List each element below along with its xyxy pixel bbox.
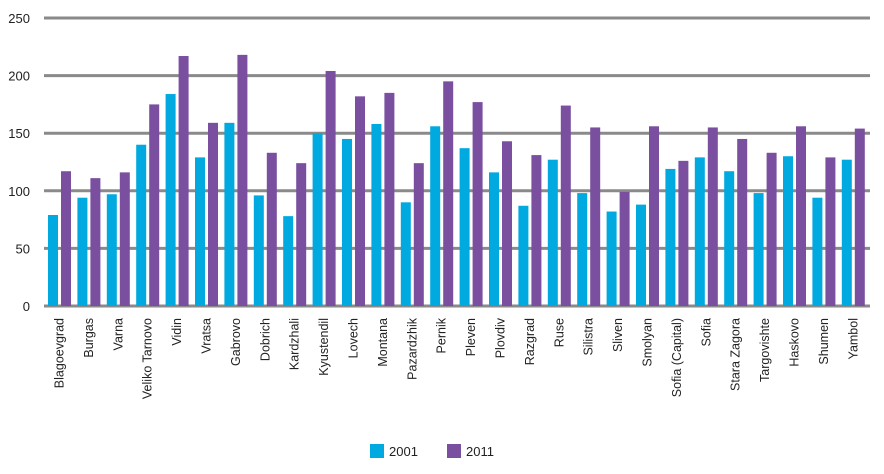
bar-2001 xyxy=(342,138,352,306)
bar-2001 xyxy=(430,126,441,307)
bar-2001 xyxy=(224,122,235,306)
legend-label-2001: 2001 xyxy=(389,444,418,459)
bar-2011 xyxy=(854,128,865,306)
bar-2011 xyxy=(531,155,542,306)
x-category-label: Veliko Tarnovo xyxy=(141,318,155,399)
x-category-label: Varna xyxy=(111,318,125,350)
x-category-label: Smolyan xyxy=(641,318,655,367)
bar-2011 xyxy=(766,152,777,306)
y-tick-label: 200 xyxy=(8,69,30,84)
bar-2001 xyxy=(812,197,823,306)
bar-2011 xyxy=(502,141,512,306)
x-category-label: Pernik xyxy=(435,317,449,353)
bar-2011 xyxy=(678,160,689,306)
bar-2001 xyxy=(283,216,294,306)
bar-2001 xyxy=(518,205,529,306)
x-category-label: Kardzhali xyxy=(288,318,302,370)
bar-2001 xyxy=(312,133,323,306)
bar-2011 xyxy=(472,102,483,306)
x-category-label: Gabrovo xyxy=(229,318,243,366)
bar-2001 xyxy=(165,94,176,306)
bar-2011 xyxy=(178,56,189,307)
x-category-label: Pazardzhik xyxy=(405,317,419,380)
bar-2011 xyxy=(119,172,130,306)
bar-2001 xyxy=(724,171,735,306)
bar-2001 xyxy=(694,157,705,306)
bar-2001 xyxy=(106,194,117,306)
legend: 2001 2011 xyxy=(370,444,494,459)
x-category-label: Blagoevgrad xyxy=(53,318,67,388)
x-category-label: Vidin xyxy=(170,318,184,346)
bar-2001 xyxy=(489,172,499,306)
bar-2001 xyxy=(400,202,411,306)
bar-series xyxy=(48,54,865,307)
bar-2001 xyxy=(253,195,264,306)
bar-2011 xyxy=(649,126,659,307)
bar-2011 xyxy=(208,122,218,306)
bar-2011 xyxy=(355,96,365,306)
x-category-label: Ruse xyxy=(552,318,566,347)
bar-2001 xyxy=(606,211,617,306)
x-category-label: Plovdiv xyxy=(494,317,508,358)
bar-2011 xyxy=(443,81,454,306)
x-axis-category-labels: Blagoevgrad Burgas Varna Veliko Tarnovo Vidi… xyxy=(53,317,861,399)
legend-swatch-2001 xyxy=(370,444,384,458)
bar-2011 xyxy=(707,127,718,306)
bar-2001 xyxy=(77,197,88,306)
bar-2001 xyxy=(577,193,588,306)
x-category-label: Dobrich xyxy=(258,318,272,361)
bar-2011 xyxy=(560,105,571,306)
x-category-label: Shumen xyxy=(817,318,831,365)
bar-2011 xyxy=(61,171,71,306)
x-category-label: Silistra xyxy=(582,318,596,356)
bar-2011 xyxy=(149,104,160,307)
legend-swatch-2011 xyxy=(447,444,461,458)
x-category-label: Montana xyxy=(376,318,390,367)
x-category-label: Razgrad xyxy=(523,318,537,365)
bar-2001 xyxy=(136,144,147,306)
bar-2001 xyxy=(195,157,205,306)
y-tick-label: 250 xyxy=(8,11,30,26)
bar-2001 xyxy=(665,168,676,306)
bar-2011 xyxy=(737,138,748,306)
y-tick-label: 100 xyxy=(8,184,30,199)
bar-2001 xyxy=(547,159,558,306)
bar-2011 xyxy=(266,152,277,306)
x-category-label: Vratsa xyxy=(200,318,214,354)
bar-2011 xyxy=(590,127,601,306)
bar-2011 xyxy=(825,157,836,306)
y-tick-label: 0 xyxy=(23,299,30,314)
bar-2011 xyxy=(237,54,248,306)
bar-2001 xyxy=(841,159,852,306)
bar-2001 xyxy=(783,156,793,306)
bar-2011 xyxy=(90,178,101,306)
y-axis-tick-labels: 0 50 100 150 200 250 xyxy=(8,11,30,314)
x-category-label: Sofia xyxy=(699,318,713,347)
x-category-label: Lovech xyxy=(347,318,361,358)
bar-2001 xyxy=(753,193,764,306)
x-category-label: Sliven xyxy=(611,318,625,352)
x-category-label: Burgas xyxy=(82,318,96,358)
bar-2011 xyxy=(796,126,806,307)
bar-2001 xyxy=(636,204,646,306)
bar-2011 xyxy=(619,191,630,306)
bar-2001 xyxy=(459,148,470,306)
x-category-label: Haskovo xyxy=(788,318,802,367)
bar-2011 xyxy=(296,163,307,306)
x-category-label: Kyustendil xyxy=(317,318,331,376)
x-category-label: Yambol xyxy=(846,318,860,359)
bar-2001 xyxy=(371,123,382,306)
bar-2001 xyxy=(48,214,58,306)
bar-2011 xyxy=(413,163,424,306)
bar-2011 xyxy=(384,92,395,306)
x-category-label: Pleven xyxy=(464,318,478,356)
x-category-label: Stara Zagora xyxy=(729,318,743,391)
x-category-label: Targovishte xyxy=(758,318,772,382)
x-category-label: Sofia (Capital) xyxy=(670,318,684,397)
y-tick-label: 50 xyxy=(16,241,30,256)
y-tick-label: 150 xyxy=(8,126,30,141)
bar-2011 xyxy=(325,70,336,306)
legend-label-2011: 2011 xyxy=(466,444,494,459)
